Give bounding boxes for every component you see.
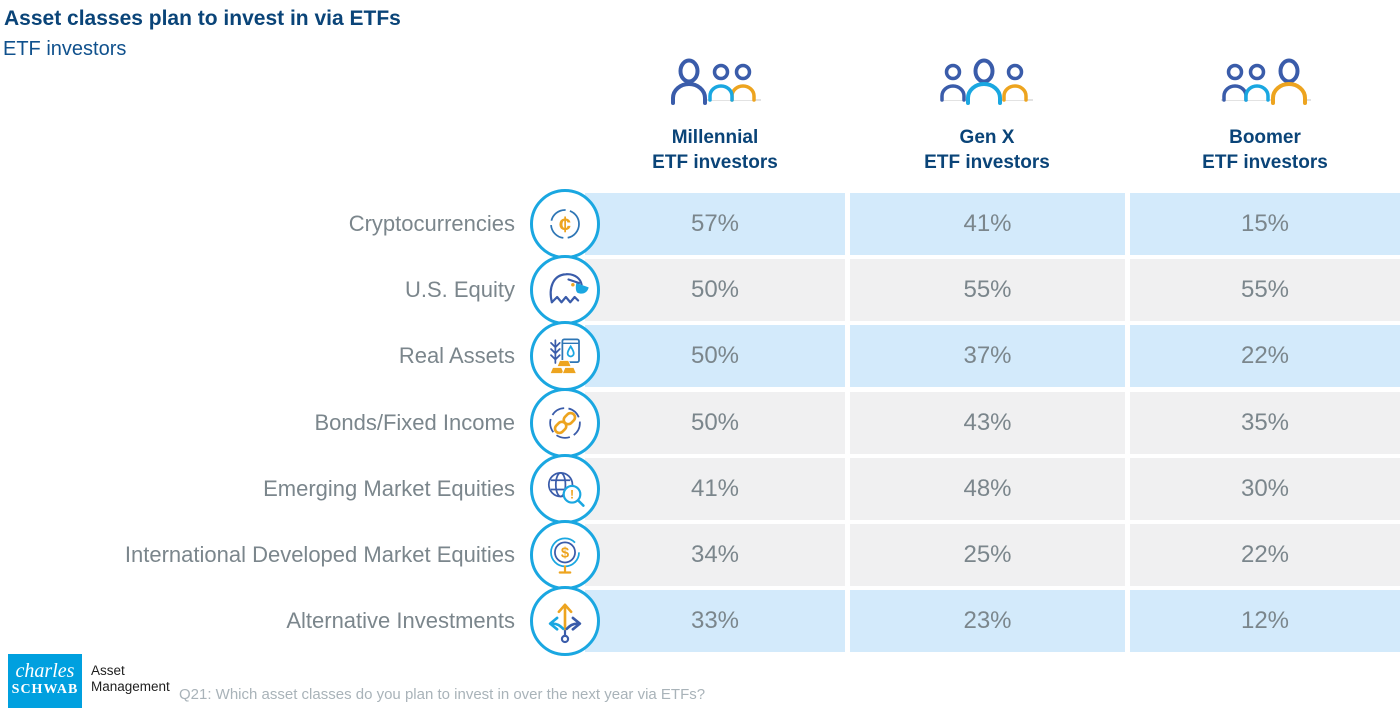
value-boomer: 55%	[1240, 276, 1290, 303]
row-cells: 57% 41% 15%	[585, 193, 1400, 255]
table-row: Cryptocurrencies ¢ 57% 41% 15%	[0, 189, 1400, 259]
column-header-millennial: Millennial ETF investors	[595, 56, 835, 175]
row-cells: 50% 37% 22%	[585, 325, 1400, 387]
table-cell: 35%	[1130, 392, 1400, 454]
value-genx: 43%	[963, 409, 1012, 436]
logo-schwab-text: SCHWAB	[11, 682, 79, 697]
branching-arrows-icon	[530, 586, 600, 656]
column-title: Millennial ETF investors	[595, 125, 835, 175]
table-cell: 30%	[1130, 458, 1400, 520]
value-boomer: 35%	[1240, 409, 1290, 436]
table-cell: 41%	[585, 458, 845, 520]
column-header-boomer: Boomer ETF investors	[1145, 56, 1385, 175]
brand-line2: Management	[91, 679, 170, 694]
asset-class-label: Bonds/Fixed Income	[314, 410, 515, 435]
table-cell: 25%	[850, 524, 1125, 586]
table-cell: 12%	[1130, 590, 1400, 652]
row-cells: 41% 48% 30%	[585, 458, 1400, 520]
table-cell: 37%	[850, 325, 1125, 387]
column-header-genx: Gen X ETF investors	[867, 56, 1107, 175]
asset-class-label: International Developed Market Equities	[124, 542, 515, 567]
table-cell: 22%	[1130, 325, 1400, 387]
value-boomer: 15%	[1240, 210, 1290, 237]
table-cell: 50%	[585, 392, 845, 454]
boomer-people-icon	[1221, 58, 1311, 105]
value-millennial: 57%	[690, 210, 740, 237]
table-row: International Developed Market Equities …	[0, 520, 1400, 590]
column-title: Gen X ETF investors	[867, 125, 1107, 175]
asset-class-label: Real Assets	[398, 343, 515, 368]
table-cell: 43%	[850, 392, 1125, 454]
value-millennial: 50%	[690, 409, 740, 436]
table-cell: 55%	[850, 259, 1125, 321]
asset-class-label: U.S. Equity	[404, 277, 515, 302]
eagle-icon	[530, 255, 600, 325]
table-cell: 15%	[1130, 193, 1400, 255]
value-boomer: 22%	[1240, 342, 1290, 369]
value-millennial: 33%	[690, 607, 740, 634]
asset-class-label: Emerging Market Equities	[263, 476, 515, 501]
svg-text:$: $	[561, 546, 570, 562]
value-millennial: 41%	[690, 475, 740, 502]
globe-magnifier-icon: !	[530, 454, 600, 524]
table-cell: 50%	[585, 325, 845, 387]
row-cells: 33% 23% 12%	[585, 590, 1400, 652]
value-genx: 37%	[963, 342, 1012, 369]
table-cell: 22%	[1130, 524, 1400, 586]
column-title-line1: Millennial	[671, 127, 759, 148]
charles-schwab-logo: charles SCHWAB	[8, 654, 82, 708]
table-cell: 55%	[1130, 259, 1400, 321]
column-title-line2: ETF investors	[652, 152, 778, 173]
row-cells: 50% 43% 35%	[585, 392, 1400, 454]
row-cells: 50% 55% 55%	[585, 259, 1400, 321]
logo-charles-text: charles	[15, 660, 75, 682]
svg-text:¢: ¢	[559, 212, 571, 237]
column-title-line2: ETF investors	[1202, 152, 1328, 173]
value-genx: 55%	[963, 276, 1012, 303]
table-cell: 23%	[850, 590, 1125, 652]
table-row: Bonds/Fixed Income 50% 43% 35%	[0, 388, 1400, 458]
table-row: Emerging Market Equities ! 41% 48% 30%	[0, 454, 1400, 524]
value-boomer: 22%	[1240, 541, 1290, 568]
genx-people-icon	[940, 58, 1033, 105]
value-millennial: 50%	[690, 342, 740, 369]
value-genx: 48%	[963, 475, 1012, 502]
asset-management-label: Asset Management	[91, 663, 170, 695]
table-cell: 34%	[585, 524, 845, 586]
value-genx: 41%	[963, 210, 1012, 237]
table-cell: 33%	[585, 590, 845, 652]
value-genx: 23%	[963, 607, 1012, 634]
value-boomer: 12%	[1240, 607, 1290, 634]
table-row: Real Assets 50% 37% 22%	[0, 321, 1400, 391]
page-subtitle: ETF investors	[3, 38, 127, 60]
page-title: Asset classes plan to invest in via ETFs	[4, 7, 401, 30]
column-title-line1: Gen X	[959, 127, 1015, 148]
row-cells: 34% 25% 22%	[585, 524, 1400, 586]
asset-class-label: Alternative Investments	[286, 608, 515, 633]
column-title-line2: ETF investors	[924, 152, 1050, 173]
table-cell: 57%	[585, 193, 845, 255]
table-cell: 41%	[850, 193, 1125, 255]
column-title-line1: Boomer	[1229, 127, 1301, 148]
value-millennial: 50%	[690, 276, 740, 303]
table-cell: 50%	[585, 259, 845, 321]
survey-question-note: Q21: Which asset classes do you plan to …	[179, 686, 706, 703]
chain-link-icon	[530, 388, 600, 458]
millennial-people-icon	[671, 58, 761, 105]
asset-class-label: Cryptocurrencies	[348, 211, 515, 236]
real-assets-icon	[530, 321, 600, 391]
cryptocurrency-icon: ¢	[530, 189, 600, 259]
table-row: U.S. Equity 50% 55% 55%	[0, 255, 1400, 325]
column-title: Boomer ETF investors	[1145, 125, 1385, 175]
brand-line1: Asset	[91, 663, 125, 678]
value-genx: 25%	[963, 541, 1012, 568]
value-boomer: 30%	[1240, 475, 1290, 502]
svg-text:!: !	[570, 488, 574, 502]
value-millennial: 34%	[690, 541, 740, 568]
globe-dollar-icon: $	[530, 520, 600, 590]
table-row: Alternative Investments 33% 23% 12%	[0, 586, 1400, 656]
table-cell: 48%	[850, 458, 1125, 520]
